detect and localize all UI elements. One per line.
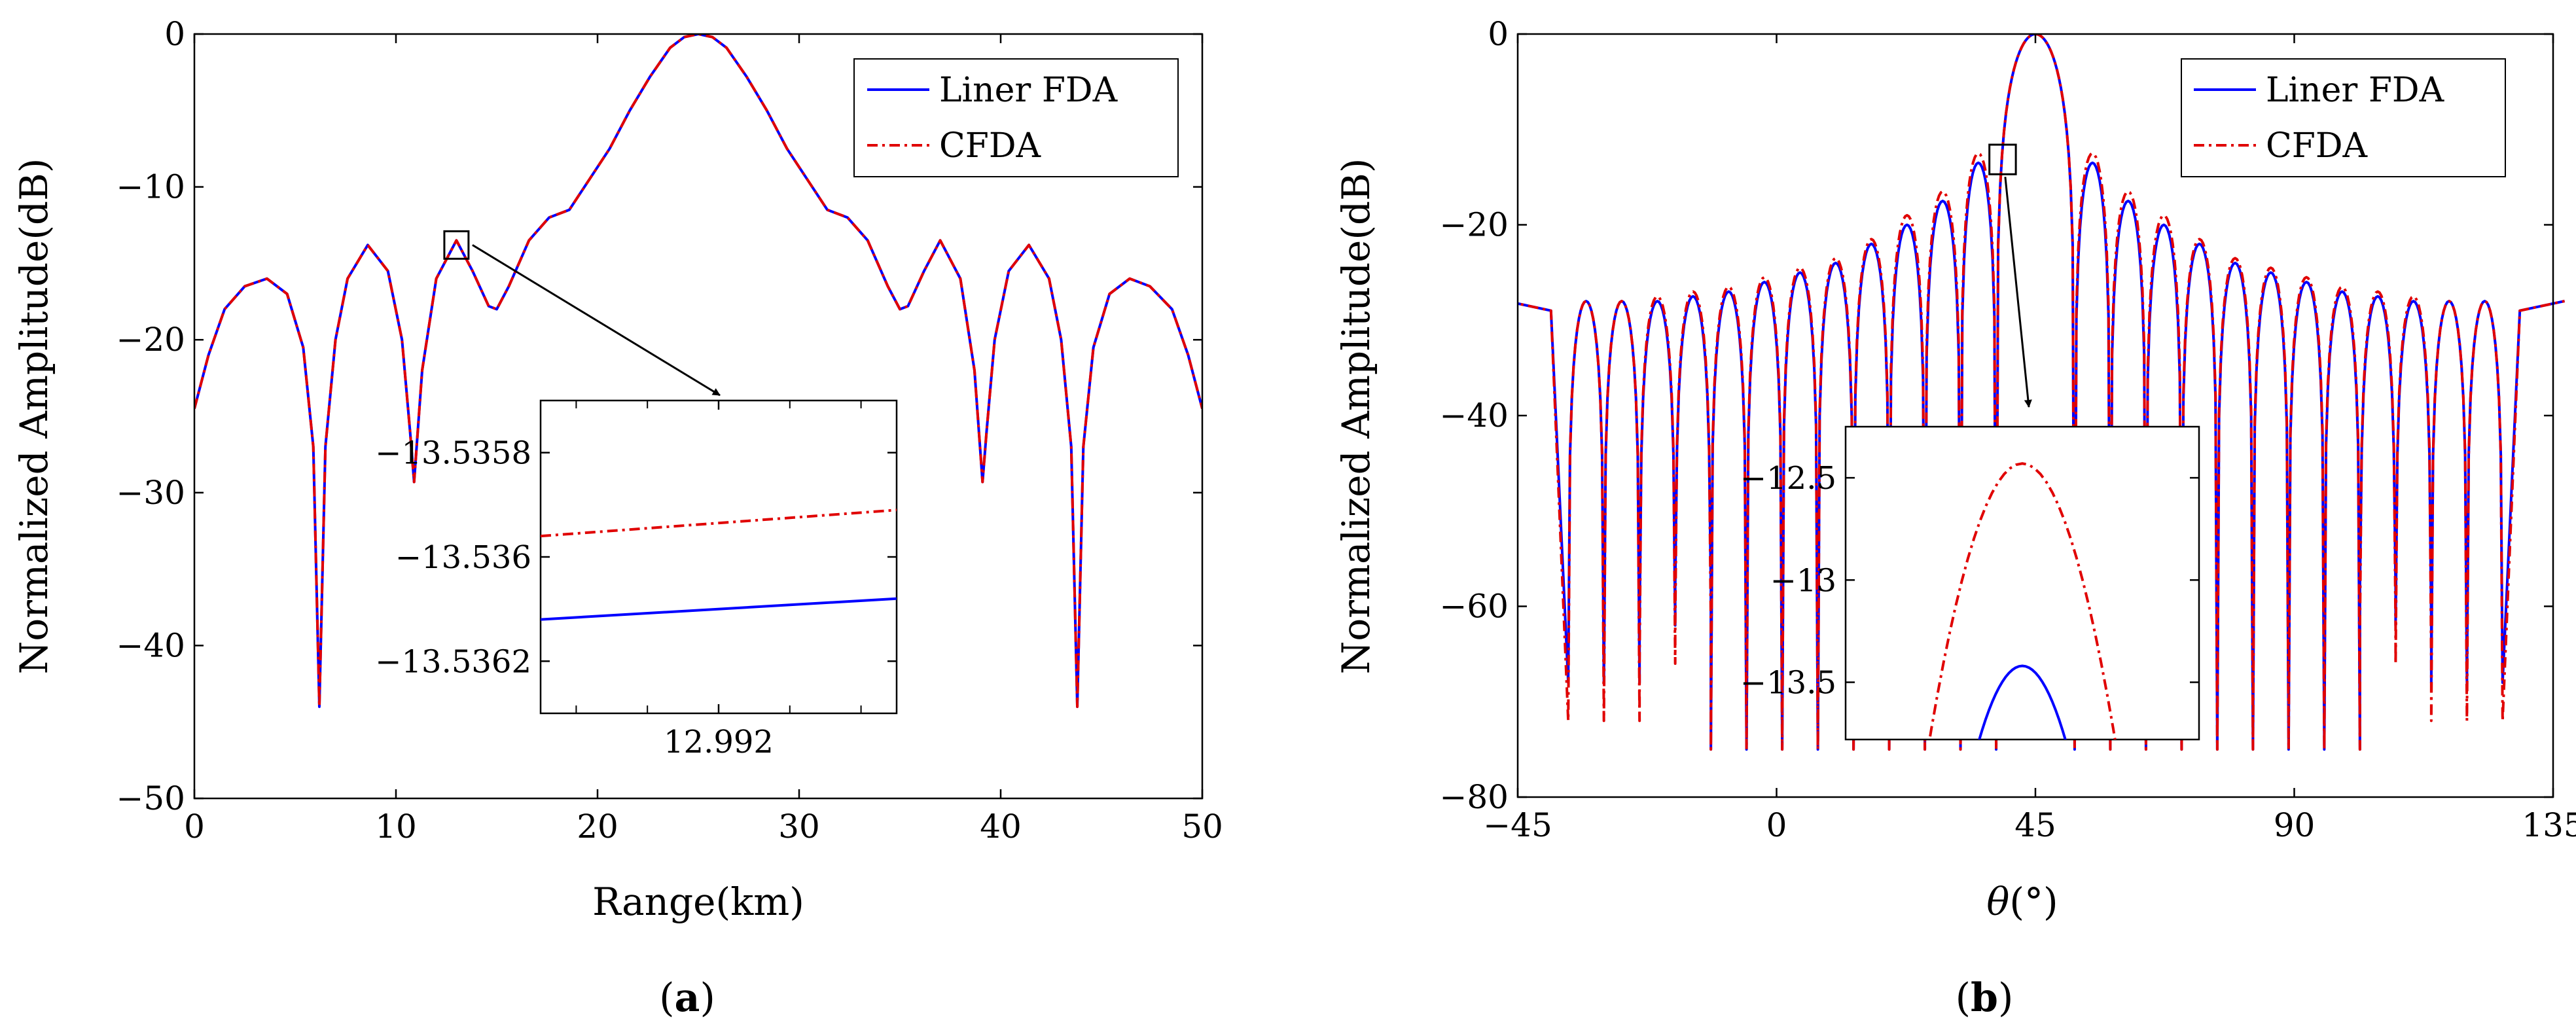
panel-b-inset-ytick-label: −13: [1770, 562, 1836, 599]
panel-a-inset-ytick-label: −13.536: [395, 539, 531, 576]
panel-a-ytick-label: −50: [116, 779, 185, 817]
panel-a-inset-box: [539, 399, 898, 715]
panel-b-inset-series-cfda: [1928, 462, 2117, 740]
panel-b-xlabel: θ(°): [1986, 880, 2058, 924]
panel-b-inset-lines: [1928, 462, 2117, 740]
panel-a-ytick-label: −10: [116, 168, 185, 206]
panel-b-zoom-arrow: [2004, 177, 2032, 408]
panel-a-inset-series-cfda: [541, 508, 897, 538]
panel-b-xlabel-unit: (°): [2009, 880, 2058, 924]
panel-a-ytick-label: −20: [116, 321, 185, 359]
panel-b-xtick-label: −45: [1483, 806, 1552, 844]
panel-b-xtick-label: 90: [2274, 806, 2316, 844]
panel-a-inset: 12.992 −13.5358 −13.536 −13.5362: [375, 399, 898, 760]
panel-b-xtick-label: 135: [2522, 806, 2576, 844]
panel-b-inset-box: [1844, 425, 2200, 741]
panel-b-ylabel: Normalized Amplitude(dB): [1334, 158, 1378, 675]
panel-b-inset: −12.5 −13 −13.5: [1740, 425, 2200, 741]
panel-a-ylabel: Normalized Amplitude(dB): [12, 158, 56, 675]
panel-a-xlabel: Range(km): [592, 880, 804, 924]
panel-b-xtick-label: 45: [2014, 806, 2056, 844]
panel-b-ticks: −45 0 45 90 135 0 −20 −40 −60 −80: [1439, 15, 2576, 844]
panel-a-ticks: 0 10 20 30 40 50 0 −10 −20 −30 −40 −50: [116, 15, 1223, 846]
panel-b-plot-lines: [1518, 34, 2565, 751]
panel-a-inset-ytick-label: −13.5362: [375, 643, 531, 680]
panel-b-ytick-label: 0: [1488, 15, 1509, 53]
panel-a-xtick-label: 20: [577, 808, 618, 846]
panel-b-inset-series-liner-fda: [1978, 664, 2067, 740]
panel-a-xtick-label: 30: [778, 808, 820, 846]
panel-a-xtick-label: 10: [375, 808, 417, 846]
panel-b-inset-ytick-label: −13.5: [1740, 665, 1836, 702]
panel-a-caption: (a): [659, 975, 715, 1021]
panel-a: 0 10 20 30 40 50 0 −10 −20 −30 −40 −50 Liner FDA CF…: [12, 15, 1223, 1021]
panel-a-xtick-label: 0: [184, 808, 205, 846]
panel-b-ytick-label: −60: [1439, 588, 1509, 626]
panel-a-ytick-label: −30: [116, 474, 185, 512]
panel-a-legend-box: [853, 58, 1179, 177]
panel-b-legend: Liner FDA CFDA: [2181, 58, 2506, 177]
panel-a-series-cfda: [194, 34, 1202, 708]
panel-a-inset-ytick-label: −13.5358: [375, 435, 531, 472]
panel-a-xtick-label: 40: [980, 808, 1022, 846]
panel-b-legend-box: [2181, 58, 2506, 177]
panel-a-axes-box: [193, 33, 1204, 800]
panel-b-xtick-label: 0: [1766, 806, 1787, 844]
panel-a-caption-letter: a: [675, 975, 700, 1021]
panel-b-xlabel-symbol: θ: [1986, 880, 2009, 924]
panel-b-legend-cfda-label: CFDA: [2266, 126, 2369, 166]
panel-a-ytick-label: −40: [116, 626, 185, 664]
panel-b-inset-ticks: −12.5 −13 −13.5: [1740, 460, 2199, 702]
panel-b-ytick-label: −80: [1439, 778, 1509, 816]
panel-b-caption: (b): [1956, 975, 2014, 1021]
panel-a-zoom-arrow: [472, 244, 721, 397]
panel-a-legend-cfda-label: CFDA: [939, 126, 1042, 166]
panel-b-legend-linerfda-label: Liner FDA: [2266, 71, 2445, 110]
panel-a-legend: Liner FDA CFDA: [853, 58, 1179, 177]
panel-b-ytick-label: −20: [1439, 206, 1509, 244]
panel-a-inset-ticks: 12.992 −13.5358 −13.536 −13.5362: [375, 401, 897, 760]
panel-b-caption-letter: b: [1971, 975, 1998, 1021]
panel-a-inset-xtick-label: 12.992: [664, 724, 774, 760]
panel-a-inset-series-liner-fda: [541, 597, 897, 621]
panel-a-legend-linerfda-label: Liner FDA: [939, 71, 1118, 110]
panel-a-xtick-label: 50: [1181, 808, 1223, 846]
panel-b-zoom-box: [1988, 143, 2017, 175]
panel-a-plot-lines: [194, 34, 1202, 708]
panel-b-inset-ytick-label: −12.5: [1740, 460, 1836, 497]
panel-b-ytick-label: −40: [1439, 397, 1509, 435]
panel-b-series-cfda: [1518, 34, 2565, 751]
panel-a-zoom-box: [443, 230, 470, 260]
panel-a-ytick-label: 0: [164, 15, 185, 53]
panel-a-inset-lines: [541, 508, 897, 621]
